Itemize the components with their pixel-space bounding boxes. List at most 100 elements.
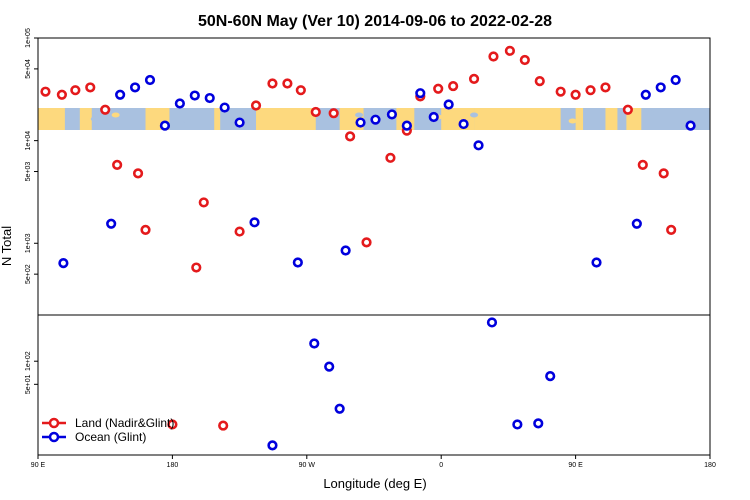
- x-axis: 90 E 180 90 W 0 90 E 180: [31, 455, 716, 469]
- upper-land-point-30: [570, 89, 581, 100]
- upper-ocean-point-23: [591, 257, 602, 268]
- legend-ocean-label: Ocean (Glint): [75, 430, 146, 444]
- upper-ytick-label-5: 1e+05: [25, 28, 32, 48]
- map-coast-8: [568, 118, 577, 124]
- upper-land-point-18: [361, 237, 372, 248]
- map-land-8: [441, 108, 475, 130]
- legend-ocean-marker: [48, 431, 60, 443]
- upper-ocean-point-28: [685, 120, 696, 131]
- map-land-2: [79, 108, 92, 130]
- map-coast-2: [111, 112, 120, 118]
- lower-ocean-point-7: [545, 370, 556, 382]
- upper-land-point-19: [385, 152, 396, 163]
- lower-ytick-label-0: 5e+01: [25, 374, 32, 394]
- lower-ytick-label-1: 1e+02: [25, 351, 32, 371]
- lower-ocean-point-6: [533, 418, 544, 429]
- upper-ocean-point-7: [189, 90, 200, 101]
- upper-ocean-point-14: [355, 117, 366, 128]
- upper-ocean-point-13: [340, 245, 351, 256]
- upper-land-point-10: [234, 226, 245, 237]
- upper-land-point-1: [56, 89, 67, 100]
- upper-ytick-label-3: 1e+04: [25, 131, 32, 151]
- upper-land-point-36: [666, 224, 677, 235]
- upper-land-point-15: [310, 106, 321, 118]
- lower-ocean-point-2: [324, 361, 335, 372]
- map-land-11: [605, 108, 618, 130]
- upper-ocean-point-4: [144, 74, 156, 86]
- upper-ocean-point-3: [129, 82, 141, 93]
- xtick-label-4: 90 E: [568, 462, 583, 469]
- y-axis-label: N Total: [0, 226, 14, 266]
- map-coast-1: [90, 116, 99, 122]
- map-land-1: [55, 108, 65, 130]
- lower-y-axis: 5e+01 1e+02: [25, 351, 38, 394]
- upper-ocean-point-1: [106, 218, 117, 229]
- upper-land-point-31: [585, 85, 596, 96]
- upper-ocean-point-24: [631, 218, 642, 229]
- map-coast-0: [48, 110, 57, 116]
- upper-land-point-28: [534, 76, 545, 87]
- upper-ytick-label-1: 1e+03: [25, 233, 32, 253]
- upper-land-point-11: [250, 100, 262, 111]
- upper-land-point-6: [132, 168, 144, 179]
- upper-land-point-26: [504, 45, 515, 56]
- upper-ocean-point-12: [292, 257, 303, 268]
- map-land-9: [474, 108, 561, 130]
- map-coast-5: [355, 112, 364, 118]
- xtick-label-3: 0: [439, 462, 443, 469]
- upper-ocean-point-9: [219, 102, 230, 113]
- upper-land-point-16: [328, 108, 339, 119]
- lower-ocean-point-0: [267, 440, 278, 451]
- upper-land-point-17: [345, 131, 356, 142]
- upper-ocean-point-18: [415, 88, 426, 99]
- map-land-10: [575, 108, 584, 130]
- lower-ocean-point-3: [334, 403, 345, 414]
- upper-ocean-point-0: [58, 258, 69, 269]
- upper-ocean-point-19: [428, 111, 439, 123]
- upper-ytick-label-2: 5e+03: [25, 162, 32, 182]
- upper-ocean-point-26: [655, 82, 666, 93]
- upper-ocean-point-25: [640, 89, 651, 100]
- map-land-5: [256, 108, 316, 130]
- upper-land-point-8: [191, 262, 202, 273]
- map-coast-7: [470, 112, 479, 118]
- upper-ocean-point-15: [370, 114, 381, 125]
- upper-land-point-27: [519, 54, 530, 66]
- upper-land-point-0: [40, 86, 51, 97]
- upper-land-point-35: [658, 168, 669, 179]
- upper-land-point-12: [267, 78, 278, 89]
- upper-land-point-22: [433, 83, 444, 94]
- map-coast-3: [183, 118, 192, 124]
- upper-ytick-label-0: 5e+02: [25, 264, 32, 284]
- upper-ocean-point-22: [473, 140, 484, 151]
- upper-land-point-29: [555, 86, 566, 97]
- upper-ocean-point-17: [401, 120, 412, 131]
- x-axis-label: Longitude (deg E): [323, 476, 426, 491]
- legend-land-label: Land (Nadir&Glint): [75, 416, 174, 430]
- xtick-label-1: 180: [167, 462, 179, 469]
- upper-ocean-point-21: [458, 118, 469, 130]
- upper-land-point-4: [100, 104, 111, 115]
- map-land-4: [214, 108, 221, 130]
- upper-land-point-23: [448, 80, 459, 92]
- upper-land-point-24: [468, 73, 480, 84]
- upper-land-point-25: [488, 51, 499, 62]
- upper-ocean-point-11: [249, 217, 260, 228]
- lower-land-point-1: [218, 420, 229, 431]
- upper-ocean-point-20: [443, 99, 454, 110]
- upper-ytick-label-4: 5e+04: [25, 59, 32, 79]
- upper-land-point-34: [637, 159, 648, 171]
- legend: Land (Nadir&Glint) Ocean (Glint): [42, 416, 174, 444]
- upper-land-point-5: [112, 159, 123, 171]
- upper-ocean-point-8: [204, 92, 215, 104]
- upper-ocean-point-2: [115, 89, 126, 100]
- upper-ocean-point-27: [670, 74, 681, 86]
- legend-land-marker: [48, 417, 60, 429]
- chart-title: 50N-60N May (Ver 10) 2014-09-06 to 2022-…: [198, 13, 552, 30]
- xtick-label-0: 90 E: [31, 462, 46, 469]
- lower-land-point-0: [167, 419, 178, 430]
- upper-land-point-32: [600, 82, 611, 93]
- lower-ocean-point-5: [512, 419, 523, 430]
- upper-ocean-point-6: [174, 98, 185, 109]
